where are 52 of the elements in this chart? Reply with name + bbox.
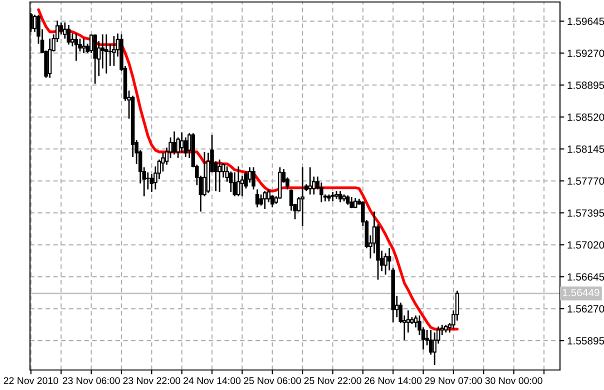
candlestick	[70, 32, 74, 47]
candlestick	[100, 34, 104, 70]
y-tick-label: 1.55895	[568, 337, 604, 344]
candlestick	[428, 329, 433, 356]
candlestick	[262, 190, 267, 210]
candlestick	[346, 194, 350, 206]
candlestick	[104, 34, 108, 74]
y-tick-label: 1.57395	[568, 209, 604, 217]
candlestick	[289, 188, 294, 212]
candlestick	[236, 166, 240, 197]
candlestick	[232, 172, 237, 197]
y-tick-label: 1.59270	[568, 50, 604, 57]
y-tick-label: 1.57770	[568, 177, 604, 185]
x-tick-label: 26 Nov 14:00	[364, 377, 422, 384]
candlestick	[112, 35, 116, 67]
candlestick	[300, 166, 304, 227]
x-tick-label: 24 Nov 14:00	[184, 377, 241, 384]
candlestick	[63, 22, 67, 40]
ref-line-label: 1.56449	[562, 288, 600, 296]
candlestick	[66, 24, 71, 46]
y-tick-label: 1.57020	[568, 241, 604, 249]
candlestick	[74, 32, 78, 62]
y-tick-label: 1.59645	[568, 18, 604, 26]
candlestick	[308, 166, 312, 196]
y-tick-label: 1.58520	[568, 114, 604, 121]
candlestick	[259, 194, 263, 206]
y-tick-label: 1.58895	[568, 82, 604, 89]
candlestick	[48, 38, 52, 79]
candlestick	[252, 166, 256, 190]
x-tick-label: 25 Nov 22:00	[304, 377, 362, 384]
candlestick	[82, 38, 86, 54]
x-tick-label: 29 Nov 07:00	[425, 377, 482, 384]
x-tick-label: 23 Nov 06:00	[62, 377, 120, 384]
candlestick	[202, 151, 206, 197]
y-tick-label: 1.58145	[568, 145, 604, 153]
candlestick	[180, 132, 184, 154]
x-tick-label: 30 Nov 00:00	[485, 377, 542, 384]
candlestick	[255, 188, 260, 208]
y-tick-label: 1.56270	[568, 305, 604, 313]
y-tick-label: 1.56645	[568, 273, 604, 281]
candlestick	[218, 158, 222, 193]
x-tick-label: 23 Nov 22:00	[123, 377, 180, 384]
candlestick	[32, 14, 37, 33]
candlestick	[172, 130, 176, 156]
candlestick	[59, 22, 63, 36]
x-tick-label: 25 Nov 06:00	[244, 377, 301, 384]
candlestick	[93, 34, 97, 84]
candlestick	[228, 170, 233, 193]
candlestick	[184, 136, 188, 158]
candlestick	[338, 190, 342, 203]
x-tick-label: 22 Nov 2010	[4, 377, 58, 384]
candlestick	[330, 191, 335, 202]
